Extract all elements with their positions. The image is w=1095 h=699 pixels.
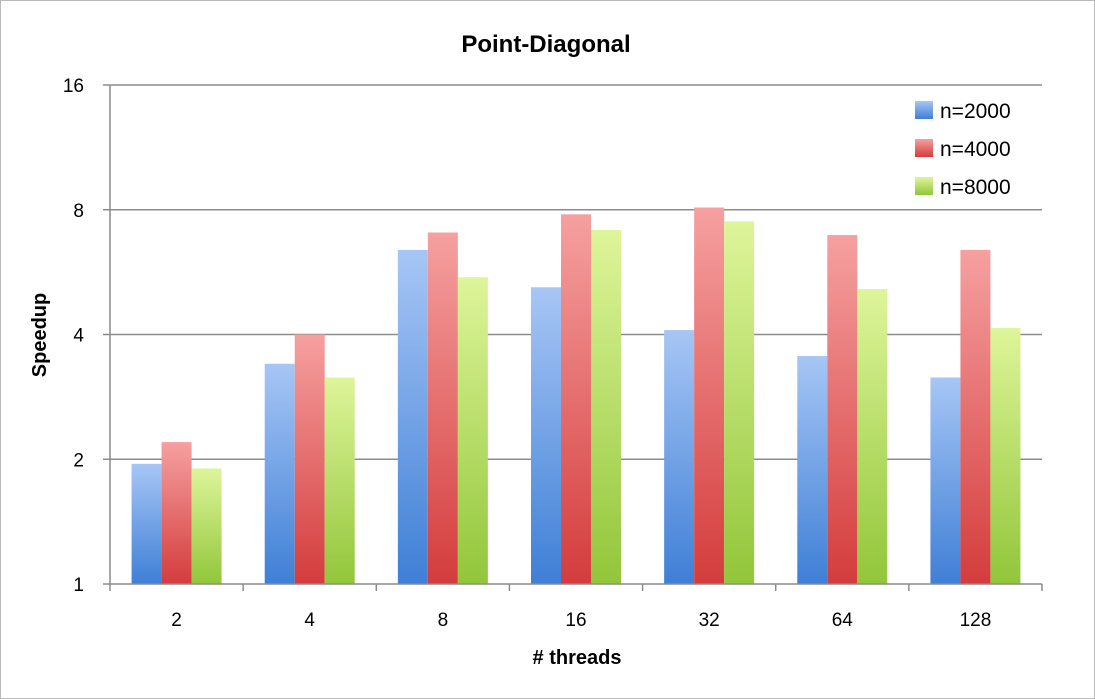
legend-label: n=4000 [940,138,1011,161]
x-tick-label: 8 [438,610,449,631]
bar-n=8000-128 [990,327,1021,584]
bar-n=4000-4 [294,334,325,584]
legend-label: n=2000 [940,100,1011,123]
bar-n=4000-128 [960,249,991,584]
legend-swatch [915,177,933,195]
x-tick-label: 2 [171,610,182,631]
bar-n=4000-16 [561,214,591,584]
y-tick-label: 8 [73,201,84,222]
y-tick-label: 1 [73,575,84,596]
bars [131,207,1021,585]
y-axis-label: Speedup [29,293,51,377]
y-tick-label: 2 [73,450,84,471]
x-axis-label: # threads [533,647,622,669]
x-tick-label: 64 [832,610,854,631]
bar-n=2000-64 [797,355,828,584]
bar-n=8000-8 [457,277,488,584]
bar-n=8000-32 [724,221,755,584]
bar-n=2000-4 [264,363,295,584]
bar-n=4000-32 [694,207,725,585]
axes [109,85,1042,585]
x-tick-label: 16 [565,610,586,631]
x-tick-label: 32 [699,610,720,631]
legend: n=2000 n=4000 n=8000 [915,100,1011,199]
y-axis-ticks: 1 2 4 8 16 [63,76,110,596]
bar-n=2000-128 [930,377,961,584]
bar-n=2000-8 [397,249,428,584]
y-tick-label: 4 [73,326,84,347]
x-axis-ticks: 2 4 8 16 32 64 128 [109,584,1043,631]
y-tick-label: 16 [63,76,84,97]
bar-n=8000-2 [191,468,222,584]
legend-swatch [915,101,933,119]
bar-n=8000-64 [857,289,888,584]
bar-n=8000-16 [591,229,621,584]
legend-swatch [915,139,933,157]
chart-title: Point-Diagonal [461,31,630,58]
bar-n=8000-4 [324,377,355,584]
bar-n=4000-64 [827,235,858,584]
bar-n=2000-2 [131,463,162,584]
bar-n=4000-2 [161,442,192,584]
bar-n=2000-32 [664,330,695,584]
bar-n=4000-8 [427,232,458,584]
x-tick-label: 4 [304,610,315,631]
legend-label: n=8000 [940,176,1011,199]
bar-n=2000-16 [531,287,561,584]
x-tick-label: 128 [960,610,992,631]
